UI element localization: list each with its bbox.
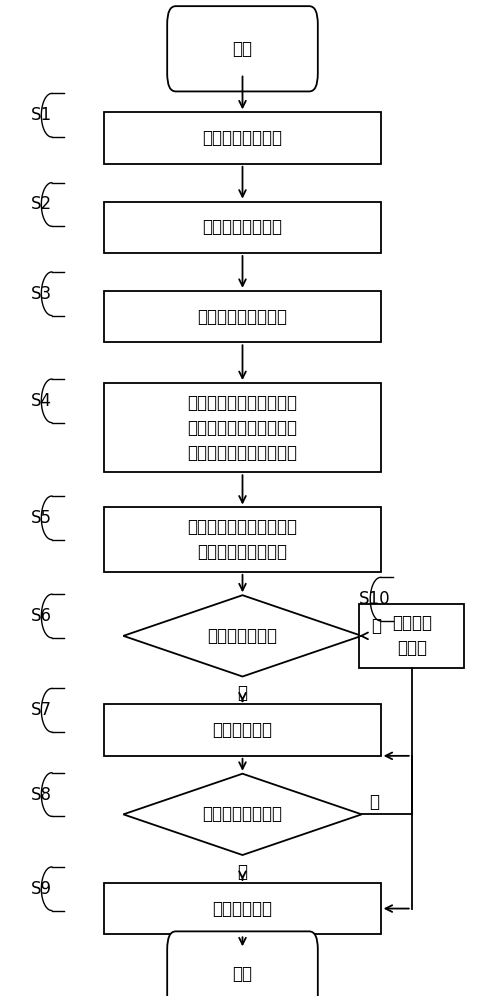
Bar (104, 883, 380, 934)
Bar (104, 291, 380, 342)
Text: 查找空闲的充电桩: 查找空闲的充电桩 (202, 218, 282, 236)
Text: S10: S10 (359, 590, 390, 608)
Bar (104, 112, 380, 164)
Bar (104, 704, 380, 756)
Text: S9: S9 (30, 880, 51, 898)
Text: 否: 否 (370, 617, 380, 635)
Text: S5: S5 (30, 509, 51, 527)
Polygon shape (123, 595, 361, 677)
Bar (104, 507, 380, 572)
Text: S2: S2 (30, 195, 51, 213)
Bar (104, 383, 380, 472)
Text: 生成随机的开锁密码: 生成随机的开锁密码 (197, 308, 287, 326)
Bar (104, 202, 380, 253)
Text: S1: S1 (30, 106, 51, 124)
FancyBboxPatch shape (167, 931, 317, 1000)
Text: S3: S3 (30, 285, 51, 303)
Bar (359, 604, 463, 668)
FancyBboxPatch shape (167, 6, 317, 91)
Text: S7: S7 (30, 701, 51, 719)
Text: 否: 否 (368, 793, 378, 811)
Text: 是: 是 (237, 684, 247, 702)
Text: 接收到锁定指令？: 接收到锁定指令？ (202, 805, 282, 823)
Text: 是: 是 (237, 863, 247, 881)
Text: 查找与蓝牙名称匹配的地
锁，并发送开锁密码: 查找与蓝牙名称匹配的地 锁，并发送开锁密码 (187, 518, 297, 561)
Text: 将地锁的蓝牙名称以及开
锁密码发送至终端设备，
并将开锁密码发送至地锁: 将地锁的蓝牙名称以及开 锁密码发送至终端设备， 并将开锁密码发送至地锁 (187, 394, 297, 462)
Text: S4: S4 (30, 392, 51, 410)
Text: S6: S6 (30, 607, 51, 625)
Text: 开始: 开始 (232, 40, 252, 58)
Text: S8: S8 (30, 786, 51, 804)
Text: 结束: 结束 (232, 965, 252, 983)
Text: 提示密码
不匹配: 提示密码 不匹配 (391, 614, 431, 657)
Text: 执行锁定操作: 执行锁定操作 (212, 900, 272, 918)
Polygon shape (123, 774, 361, 855)
Text: 接收充电请求信息: 接收充电请求信息 (202, 129, 282, 147)
Text: 开锁密码匹配？: 开锁密码匹配？ (207, 627, 277, 645)
Text: 执行开锁操作: 执行开锁操作 (212, 721, 272, 739)
